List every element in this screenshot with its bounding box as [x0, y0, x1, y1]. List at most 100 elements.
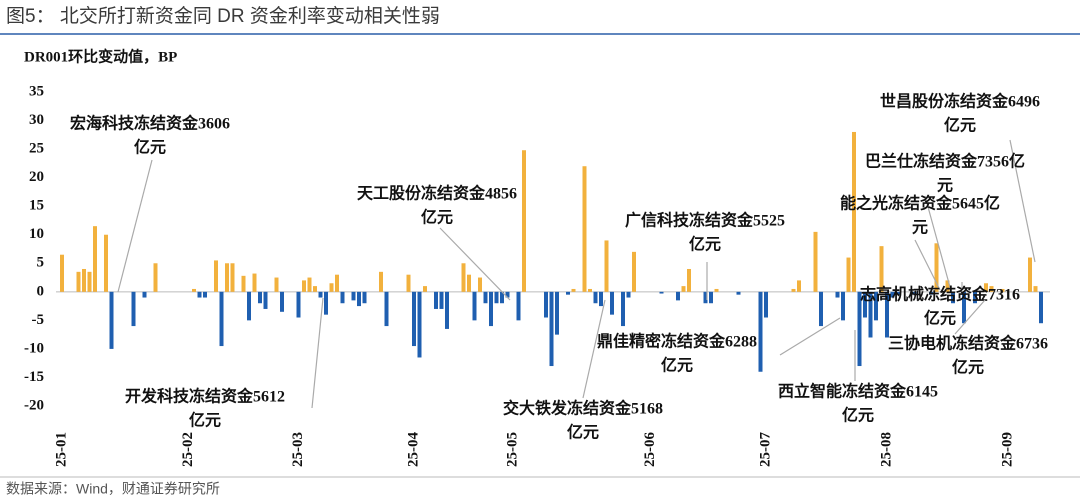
bar: [192, 288, 196, 292]
bar: [1028, 257, 1032, 292]
bar: [439, 291, 444, 309]
bar: [296, 291, 301, 318]
bar: [494, 291, 499, 304]
annotation-leader: [914, 239, 941, 291]
bar: [989, 286, 994, 292]
bar: [912, 291, 917, 295]
bar: [87, 271, 92, 292]
bar: [472, 291, 477, 321]
bar: [280, 291, 284, 312]
bar: [252, 273, 257, 292]
bar: [687, 268, 691, 292]
bar: [219, 291, 224, 347]
bar: [505, 291, 510, 298]
bar: [852, 131, 856, 292]
bar: [500, 291, 504, 304]
bar: [76, 271, 81, 292]
annotation-text: 亿元: [421, 208, 453, 227]
bar: [588, 288, 592, 292]
annotation-text: 世昌股份冻结资金6496: [880, 92, 1040, 111]
bar: [703, 291, 708, 304]
bar: [1033, 286, 1038, 292]
annotation-text: 亿元: [134, 138, 166, 157]
annotation-text: 三协电机冻结资金6736: [888, 334, 1048, 353]
bar: [313, 286, 317, 292]
bar: [247, 291, 251, 321]
y-tick-label: 25: [29, 141, 44, 157]
bar: [263, 291, 268, 309]
bar: [929, 291, 933, 295]
bar: [857, 291, 862, 367]
y-tick-label: -5: [32, 312, 45, 328]
annotation-text: 亿元: [661, 356, 693, 375]
y-tick-label: 15: [29, 198, 44, 214]
bar: [104, 234, 108, 292]
bar: [758, 291, 763, 372]
bar: [621, 291, 625, 327]
x-tick-label: 25-01: [53, 432, 69, 467]
bar: [467, 274, 471, 292]
bar: [813, 231, 818, 292]
bar: [153, 263, 158, 292]
bar: [593, 291, 598, 304]
bar: [659, 291, 664, 294]
bar: [544, 291, 548, 318]
bar: [489, 291, 493, 327]
bar: [522, 150, 526, 292]
bar: [214, 260, 218, 292]
y-tick-label: 30: [29, 112, 44, 128]
bar: [241, 275, 246, 292]
bar: [379, 271, 383, 292]
bar: [681, 286, 686, 292]
y-axis-label: DR001环比变动值，BP: [24, 47, 177, 65]
annotation-leader: [311, 297, 324, 409]
bar: [945, 280, 950, 292]
x-tick-label: 25-05: [504, 432, 520, 467]
bar: [714, 288, 719, 292]
y-tick-label: -20: [24, 397, 44, 413]
bar: [973, 291, 977, 304]
bar: [329, 283, 334, 292]
bar: [225, 263, 229, 292]
annotation-text: 亿元: [952, 358, 984, 377]
bar: [516, 291, 521, 321]
annotation-text: 亿元: [842, 406, 874, 425]
bar: [879, 246, 884, 292]
bar: [340, 291, 345, 304]
bar: [335, 274, 339, 292]
y-tick-label: -10: [24, 340, 44, 356]
bar: [626, 291, 631, 298]
y-tick-label: -15: [24, 369, 44, 385]
y-tick-label: 20: [29, 169, 44, 185]
bar: [599, 291, 603, 307]
annotation-text: 宏海科技冻结资金3606: [70, 114, 230, 133]
bar: [60, 254, 64, 292]
annotation-text: 亿元: [189, 411, 221, 430]
annotation-text: 鼎佳精密冻结资金6288: [597, 332, 757, 351]
x-tick-label: 25-04: [405, 432, 421, 467]
bar: [571, 288, 576, 292]
bar: [610, 291, 614, 315]
bar: [417, 291, 422, 358]
annotation-leader: [439, 227, 511, 301]
bar: [819, 291, 823, 327]
bar: [896, 291, 900, 295]
bar: [230, 263, 235, 292]
annotation-text: 交大铁发冻结资金5168: [503, 399, 663, 418]
bar: [483, 291, 488, 304]
bar: [445, 291, 449, 329]
annotation-text: 天工股份冻结资金4856: [357, 184, 517, 203]
bar: [274, 277, 279, 292]
bar: [868, 291, 873, 338]
bar: [434, 291, 438, 309]
bar: [736, 291, 741, 295]
bar: [362, 291, 367, 304]
bar: [357, 291, 361, 307]
y-tick-label: 5: [37, 255, 45, 271]
annotation-text: 开发科技冻结资金5612: [125, 387, 285, 406]
bar: [384, 291, 389, 327]
annotation-text: 能之光冻结资金5645亿: [840, 194, 1000, 213]
bar: [478, 277, 482, 292]
bar: [318, 291, 323, 298]
